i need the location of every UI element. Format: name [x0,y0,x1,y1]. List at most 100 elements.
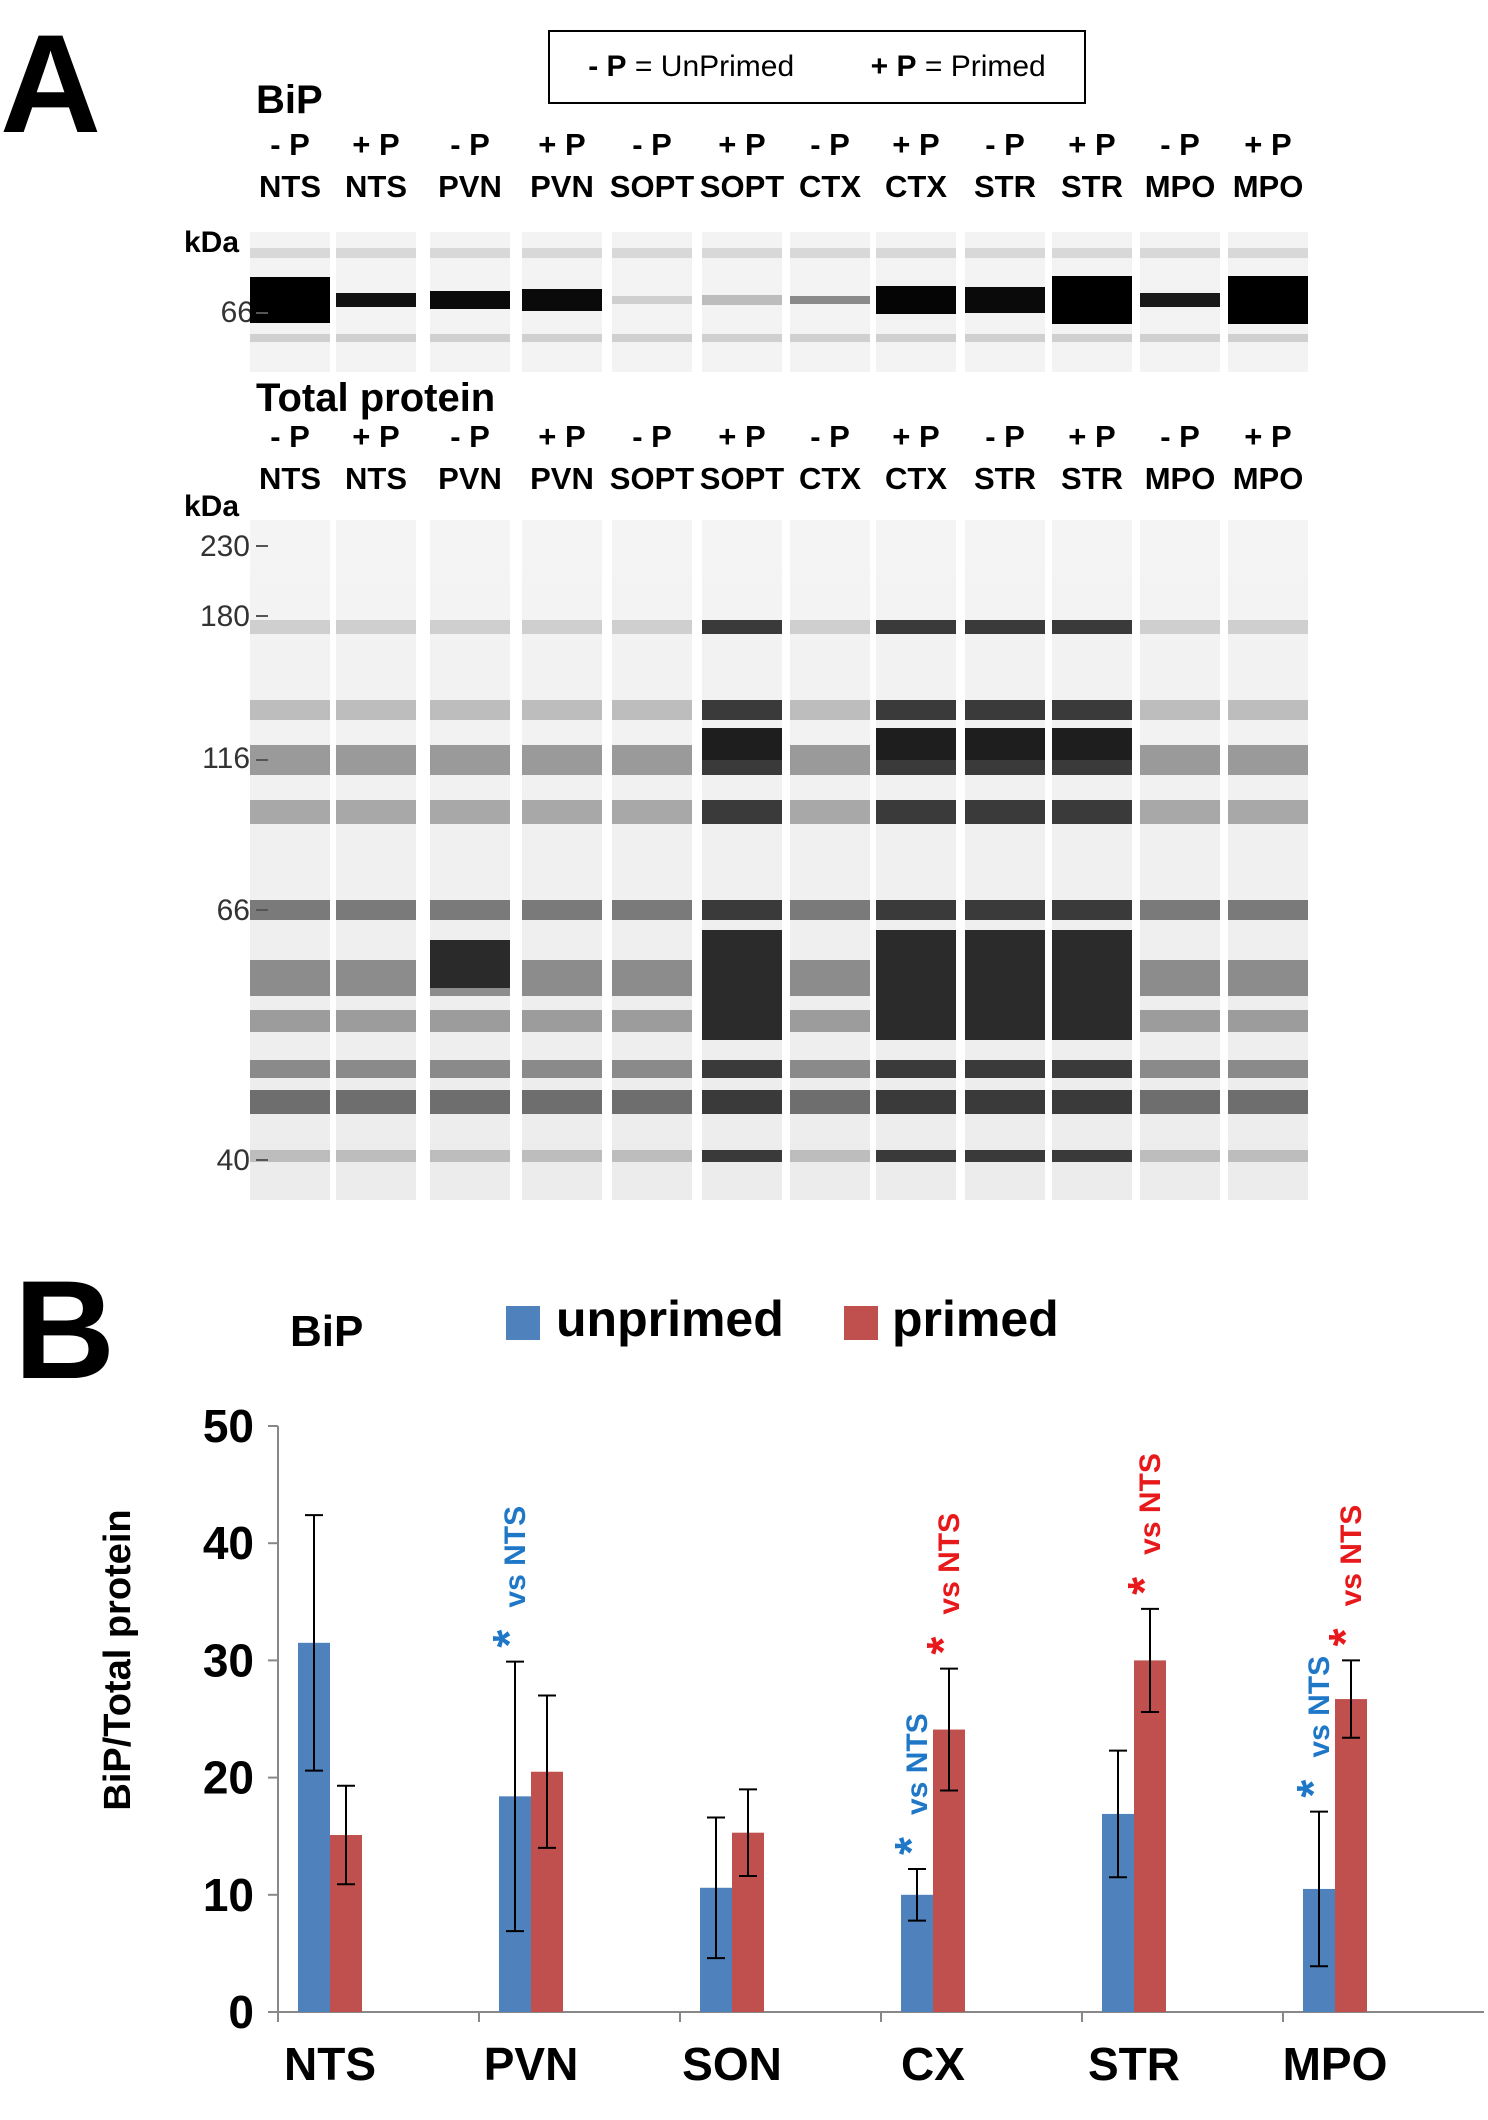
total-lane-region: CTX [885,461,947,497]
total-heavy-band [702,930,782,1040]
bip-faint-band [702,334,782,342]
total-kda-label: kDa [184,490,240,523]
total-band [1052,1090,1132,1114]
x-tick-label: CX [901,2038,965,2090]
total-lane-label: + P SOPT [697,419,787,496]
total-band [430,620,510,634]
x-tick-label: SON [682,2038,782,2090]
bar-primed-STR [1134,1660,1166,2012]
total-band [702,1150,782,1162]
bip-band [876,286,956,314]
significance-star: * [1287,1780,1339,1798]
legend-swatch-unprimed [506,1306,540,1340]
significance-star: * [885,1837,937,1855]
bar-unprimed-NTS [298,1642,330,2012]
bip-lane-region: PVN [530,169,594,205]
total-band [1140,620,1220,634]
significance-star: * [917,1637,969,1655]
primed-legend-box: - P = UnPrimed + P = Primed [548,30,1086,104]
bip-marker-66: 66 [220,296,254,329]
total-band [790,1010,870,1032]
bip-blot [250,232,1308,372]
total-marker-40: 40 [216,1144,250,1177]
total-lane-region: PVN [530,461,594,497]
bip-band [250,277,330,323]
bar-unprimed-SON [700,1887,732,2012]
total-band [1140,1150,1220,1162]
total-band [250,1090,330,1114]
bip-lane-label: - P PVN [425,127,515,204]
total-band [790,620,870,634]
bip-lane-label: + P SOPT [697,127,787,205]
total-heavy-band [876,728,956,760]
bip-lane-label: - P STR [960,127,1050,204]
western-blot-image [250,232,1308,1200]
total-heavy-band [1052,728,1132,760]
bip-lane-label: + P MPO [1223,127,1313,204]
significance-annotation: * vs NTS [885,1713,937,1855]
total-heavy-band [1052,930,1132,1040]
significance-text: vs NTS [933,1513,966,1615]
bip-faint-band [1140,248,1220,258]
total-band [1052,1150,1132,1162]
bip-lane-region: SOPT [699,169,785,205]
bar-unprimed-CX [901,1894,933,2012]
bip-lane-priming: - P [450,127,490,162]
total-lane-region: SOPT [609,461,695,497]
significance-annotation: * vs NTS [1319,1505,1371,1647]
total-band [790,800,870,824]
chart-bars [298,1642,1367,2012]
bip-faint-band [430,248,510,258]
bip-faint-band [965,334,1045,342]
total-band [612,900,692,920]
total-band [612,1150,692,1162]
bip-lane-region: CTX [799,169,861,205]
bip-lane-priming: + P [538,127,586,162]
bip-faint-band [790,248,870,258]
bip-faint-band [612,334,692,342]
total-heavy-band [702,728,782,760]
bip-lane-priming: - P [632,127,672,162]
bip-lane-label: - P MPO [1135,127,1225,205]
total-band [965,1060,1045,1078]
total-band [522,900,602,920]
total-band [336,745,416,775]
total-band [790,745,870,775]
total-band [250,620,330,634]
total-band [612,1090,692,1114]
chart-title: BiP [290,1307,363,1356]
total-band [250,1060,330,1078]
total-lane-label: + P NTS [331,419,421,496]
panel-a-letter: A [0,5,102,162]
bip-faint-band [876,334,956,342]
bip-faint-band [1140,334,1220,342]
total-band [1140,700,1220,720]
total-band [1228,1010,1308,1032]
bip-lane-label: + P NTS [331,127,421,205]
total-band [702,900,782,920]
significance-text: vs NTS [1134,1453,1167,1555]
total-band [336,1150,416,1162]
total-lane-region: STR [974,461,1036,497]
bip-band [702,295,782,305]
total-band [790,1150,870,1162]
bip-faint-band [522,334,602,342]
total-band [790,1090,870,1114]
total-band [612,620,692,634]
bip-lane-priming: + P [1068,127,1116,162]
bar-primed-MPO [1335,1699,1367,2012]
bip-lane-label: + P STR [1047,127,1137,204]
total-band [1228,1090,1308,1114]
significance-star: * [483,1630,535,1648]
total-marker-116: 116 [202,742,250,775]
total-band [612,1060,692,1078]
bip-lane-region: NTS [259,169,321,205]
bip-band [790,296,870,304]
total-band [1052,620,1132,634]
x-tick-label: MPO [1283,2038,1388,2090]
total-band [522,700,602,720]
total-band [522,960,602,996]
bip-lane-region: NTS [345,169,407,205]
total-band [1140,960,1220,996]
bip-lane-region: MPO [1144,169,1216,205]
